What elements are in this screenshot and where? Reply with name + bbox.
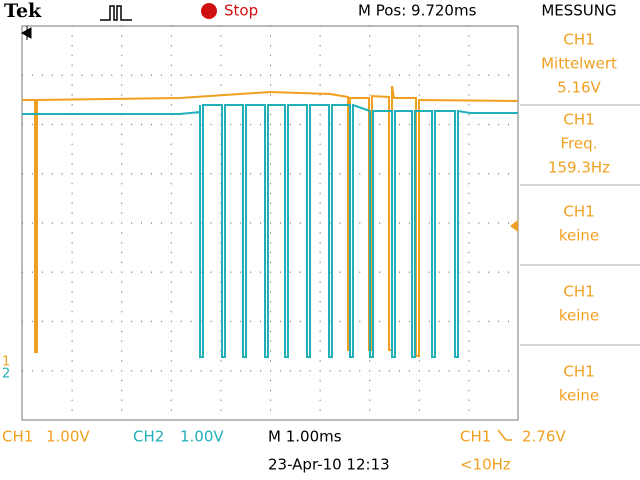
status: Stop [224,2,258,20]
stop-icon [201,3,217,19]
measurement-label: keine [559,307,599,325]
menu-title: MESSUNG [541,2,616,20]
brand: Tek [4,0,42,22]
ch2-scale: 1.00V [180,428,224,446]
measurement-label: Mittelwert [541,55,617,73]
measurement-channel: CH1 [563,31,594,49]
position: M Pos: 9.720ms [358,2,477,20]
measurement-value: 159.3Hz [548,159,610,177]
trigger-level-marker [510,220,518,232]
measurement-label: keine [559,227,599,245]
measurement-channel: CH1 [563,363,594,381]
measurement-label: keine [559,387,599,405]
trigger-slope [497,429,512,441]
date: 23-Apr-10 12:13 [268,456,390,474]
trigger-freq: <10Hz [460,456,511,474]
menu-panel [520,22,640,432]
ch1-marker: 1 [2,355,10,370]
acq-icon [100,5,132,21]
measurement-channel: CH1 [563,203,594,221]
ch2-label: CH2 [133,428,164,446]
measurement-channel: CH1 [563,111,594,129]
trigger-source: CH1 [460,428,491,446]
timebase: M 1.00ms [268,428,342,446]
trigger-level: 2.76V [522,428,566,446]
ch1-scale: 1.00V [46,428,90,446]
trigger-pos-marker [20,26,32,40]
ch1-label: CH1 [2,428,33,446]
measurement-menu: CH1 Mittelwert 5.16V CH1 Freq. 159.3Hz CH1 kein… [520,22,640,432]
measurement-channel: CH1 [563,283,594,301]
measurement-label: Freq. [561,135,598,153]
ch2-marker: 2 [2,367,10,382]
ch2-trace [22,103,518,358]
measurement-value: 5.16V [557,79,601,97]
